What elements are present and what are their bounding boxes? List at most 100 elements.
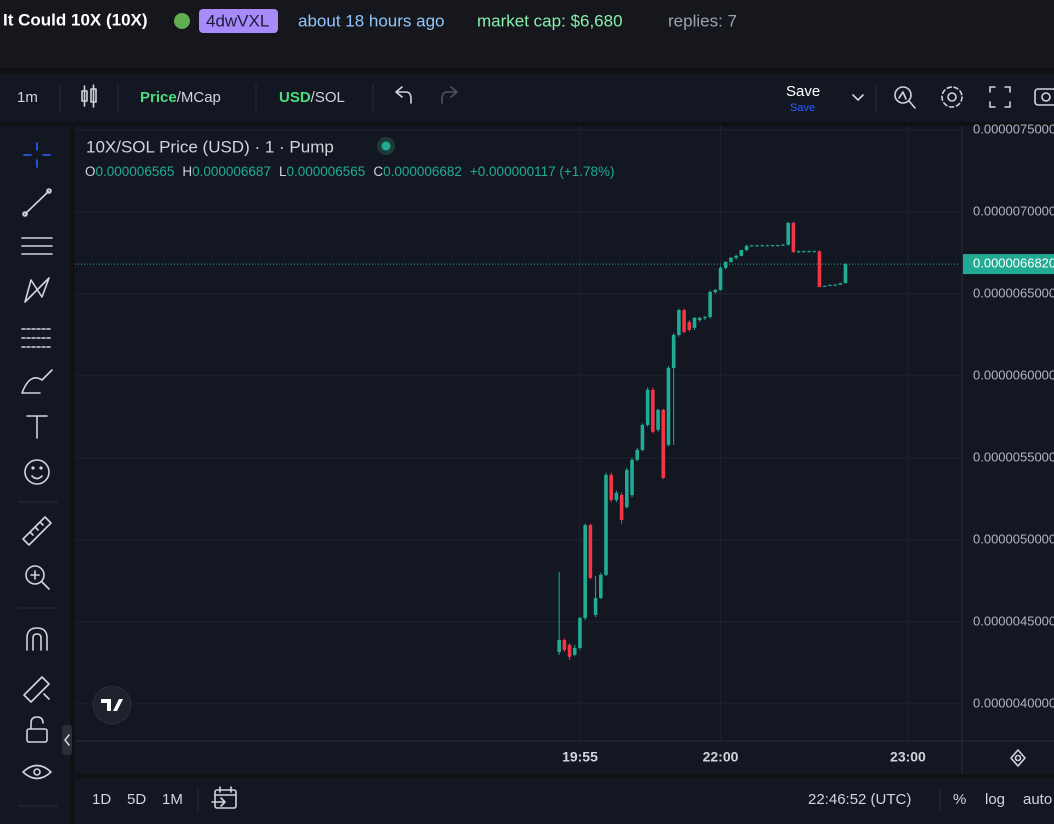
candle-body xyxy=(786,222,791,245)
y-tick-label: 0.0000045000 xyxy=(973,613,1054,628)
tv-logo[interactable] xyxy=(92,685,132,725)
candle-body xyxy=(770,245,775,247)
candle-body xyxy=(697,317,702,320)
candle-body xyxy=(713,289,718,292)
interval[interactable]: 1m xyxy=(17,89,38,106)
goto-date[interactable] xyxy=(211,786,237,809)
candle-body xyxy=(775,245,780,247)
y-tick-label: 0.0000065000 xyxy=(973,285,1054,300)
legend-key: C xyxy=(373,164,383,179)
tv-logo-mark xyxy=(101,699,123,711)
save-menu[interactable] xyxy=(852,94,864,101)
legend-value: 0.000006682 xyxy=(383,164,462,179)
candle-body xyxy=(791,222,796,252)
drawing-tools[interactable] xyxy=(21,142,53,780)
currency-toggle[interactable]: USD/SOL xyxy=(279,89,345,106)
candle-body xyxy=(807,251,811,253)
candle-body xyxy=(838,283,843,285)
candle-icon[interactable] xyxy=(81,84,97,108)
creator[interactable]: 4dwVXL xyxy=(206,11,269,30)
candle-body xyxy=(692,317,697,328)
x-tick-label: 23:00 xyxy=(890,749,926,765)
mcap[interactable]: /MCap xyxy=(177,89,221,106)
candle-body xyxy=(583,524,587,618)
range-button[interactable]: 1M xyxy=(162,791,183,808)
log-toggle[interactable]: log xyxy=(985,791,1005,808)
candle-body xyxy=(796,251,801,253)
save[interactable]: Save xyxy=(786,83,820,100)
range-button[interactable]: 1D xyxy=(92,791,111,808)
axes: 0.0000075000 0.0000070000 0.0000065000 0.00… xyxy=(75,121,1054,765)
candle-body xyxy=(723,261,728,268)
candle-body xyxy=(625,469,629,508)
candle-body xyxy=(635,449,640,460)
left-toolbar xyxy=(0,126,70,824)
candle-body xyxy=(671,334,676,368)
chart-pane xyxy=(75,126,1054,774)
y-tick-label: 0.0000055000 xyxy=(973,449,1054,464)
screenshot-icon[interactable] xyxy=(1034,88,1054,106)
candle-body xyxy=(604,474,608,575)
y-tick-label: 0.0000060000 xyxy=(973,367,1054,382)
x-tick-label: 22:00 xyxy=(703,749,739,765)
collapse-toolbar[interactable] xyxy=(62,725,72,755)
candle-body xyxy=(739,249,744,256)
candle-body xyxy=(833,284,837,286)
grid xyxy=(75,125,960,740)
range-button[interactable]: 5D xyxy=(127,791,146,808)
fullscreen-icon[interactable] xyxy=(989,86,1011,108)
candle-body xyxy=(588,524,593,578)
auto-toggle[interactable]: auto xyxy=(1023,791,1052,808)
creator-badge[interactable] xyxy=(199,9,278,33)
candle-body xyxy=(687,321,692,330)
candle-body xyxy=(677,309,681,335)
candle-body xyxy=(651,389,655,432)
legend-value: 0.000006565 xyxy=(96,164,175,179)
candle-body xyxy=(593,597,598,615)
x-tick-label: 19:55 xyxy=(562,749,598,765)
candle-body xyxy=(843,264,848,284)
candle-body xyxy=(828,284,832,286)
y-tick-label: 0.0000070000 xyxy=(973,203,1054,218)
redo xyxy=(441,86,458,104)
collapse-arrow xyxy=(64,734,70,746)
bottom-toolbar xyxy=(75,778,1054,824)
percent-toggle[interactable]: % xyxy=(953,791,966,808)
candle-body xyxy=(572,647,577,655)
candle-body xyxy=(765,245,770,247)
candle-body xyxy=(567,644,572,657)
candle-body xyxy=(656,409,660,430)
sol[interactable]: /SOL xyxy=(311,89,345,106)
candle-body xyxy=(562,639,567,650)
usd[interactable]: USD xyxy=(279,89,311,106)
candle-body xyxy=(822,285,827,287)
last-price-badge xyxy=(963,254,1054,275)
top-toolbar xyxy=(0,74,1054,122)
candle-body xyxy=(729,257,733,262)
candle-body xyxy=(755,245,759,247)
indicators-icon[interactable] xyxy=(894,86,916,109)
age: about 18 hours ago xyxy=(298,11,445,30)
axis-settings[interactable] xyxy=(1010,749,1026,767)
settings-icon[interactable] xyxy=(941,86,963,108)
price-mcap-toggle[interactable]: Price/MCap xyxy=(140,89,221,106)
replies[interactable]: replies: 7 xyxy=(668,11,737,30)
token-name[interactable]: It Could 10X (10X) xyxy=(3,10,148,29)
y-tick-label: 0.0000040000 xyxy=(973,695,1054,710)
price[interactable]: Price xyxy=(140,89,177,106)
undo[interactable] xyxy=(395,86,412,104)
y-tick-label: 0.0000050000 xyxy=(973,531,1054,546)
legend-key: H xyxy=(182,164,192,179)
candle-body xyxy=(760,245,764,247)
market-cap: market cap: $6,680 xyxy=(477,11,623,30)
candle-body xyxy=(812,251,817,253)
candles xyxy=(557,221,848,660)
candle-body xyxy=(708,291,712,317)
candle-body xyxy=(817,251,822,287)
candle-body xyxy=(734,255,738,258)
legend-value: 0.000006565 xyxy=(286,164,365,179)
last-price-label: 0.0000066820 xyxy=(973,256,1054,271)
candle-body xyxy=(640,424,645,450)
candle-body xyxy=(749,245,754,247)
